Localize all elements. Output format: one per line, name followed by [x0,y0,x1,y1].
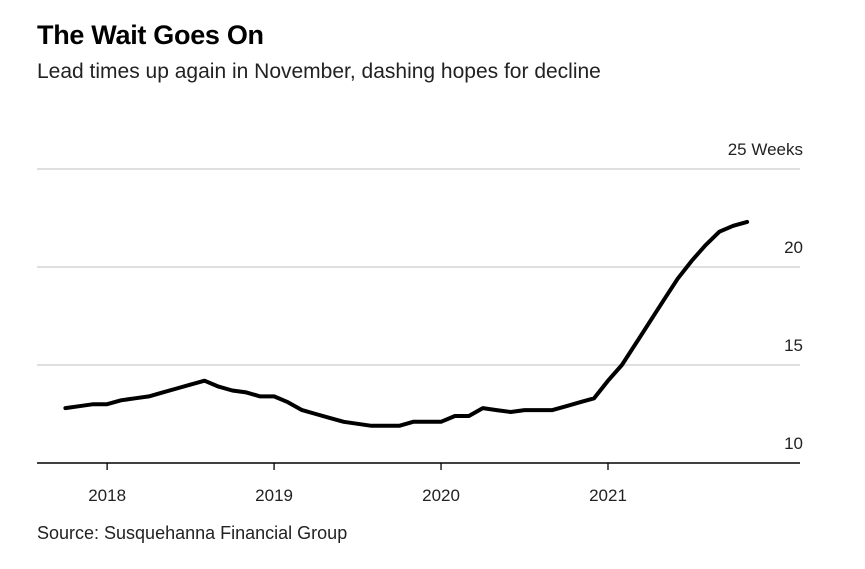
chart-title: The Wait Goes On [37,20,264,50]
data-point [342,420,346,424]
data-point [203,379,207,383]
data-point [147,394,151,398]
y-tick-label: 10 [784,434,803,453]
data-point [425,420,429,424]
y-axis-labels: 10 15 20 25 Weeks [728,140,803,453]
data-point [175,387,179,391]
data-point [509,410,513,414]
data-point [328,416,332,420]
data-point [439,420,443,424]
y-tick-label: 15 [784,336,803,355]
data-point [272,394,276,398]
x-tick-label: 2021 [589,486,627,505]
data-point [91,402,95,406]
data-point [356,422,360,426]
data-point [244,390,248,394]
data-point [536,408,540,412]
data-point [648,320,652,324]
data-point [133,396,137,400]
data-point [161,390,165,394]
data-point [634,341,638,345]
data-point [105,402,109,406]
x-axis-labels: 2018 2019 2020 2021 [88,486,627,505]
data-point [564,404,568,408]
data-point [258,394,262,398]
data-point [217,385,221,389]
data-point [383,424,387,428]
data-point [731,224,735,228]
data-point [606,379,610,383]
x-tick-label: 2018 [88,486,126,505]
data-point [745,220,749,224]
series-line-0 [63,219,750,428]
data-point [300,408,304,412]
data-point [481,406,485,410]
data-point [314,412,318,416]
data-point [453,414,457,418]
chart-subtitle: Lead times up again in November, dashing… [37,60,601,83]
y-tick-label: 20 [784,238,803,257]
data-point [717,230,721,234]
data-point [369,424,373,428]
x-tick-label: 2019 [255,486,293,505]
data-point [550,408,554,412]
y-tick-label: 25 Weeks [728,140,803,159]
data-point [411,420,415,424]
series-layer [63,219,750,428]
data-point [77,404,81,408]
x-tick-label: 2020 [422,486,460,505]
data-point [662,298,666,302]
data-point [63,406,67,410]
data-point [620,363,624,367]
data-point [676,277,680,281]
data-point [119,398,123,402]
data-point [230,389,234,393]
data-point [578,400,582,404]
data-point [286,400,290,404]
data-point [467,414,471,418]
data-point [397,424,401,428]
data-point [703,243,707,247]
data-point [189,383,193,387]
data-point [592,396,596,400]
source-note: Source: Susquehanna Financial Group [37,523,348,543]
data-point [495,408,499,412]
gridlines [37,168,800,366]
data-point [523,408,527,412]
x-axis [37,462,800,470]
data-point [690,259,694,263]
